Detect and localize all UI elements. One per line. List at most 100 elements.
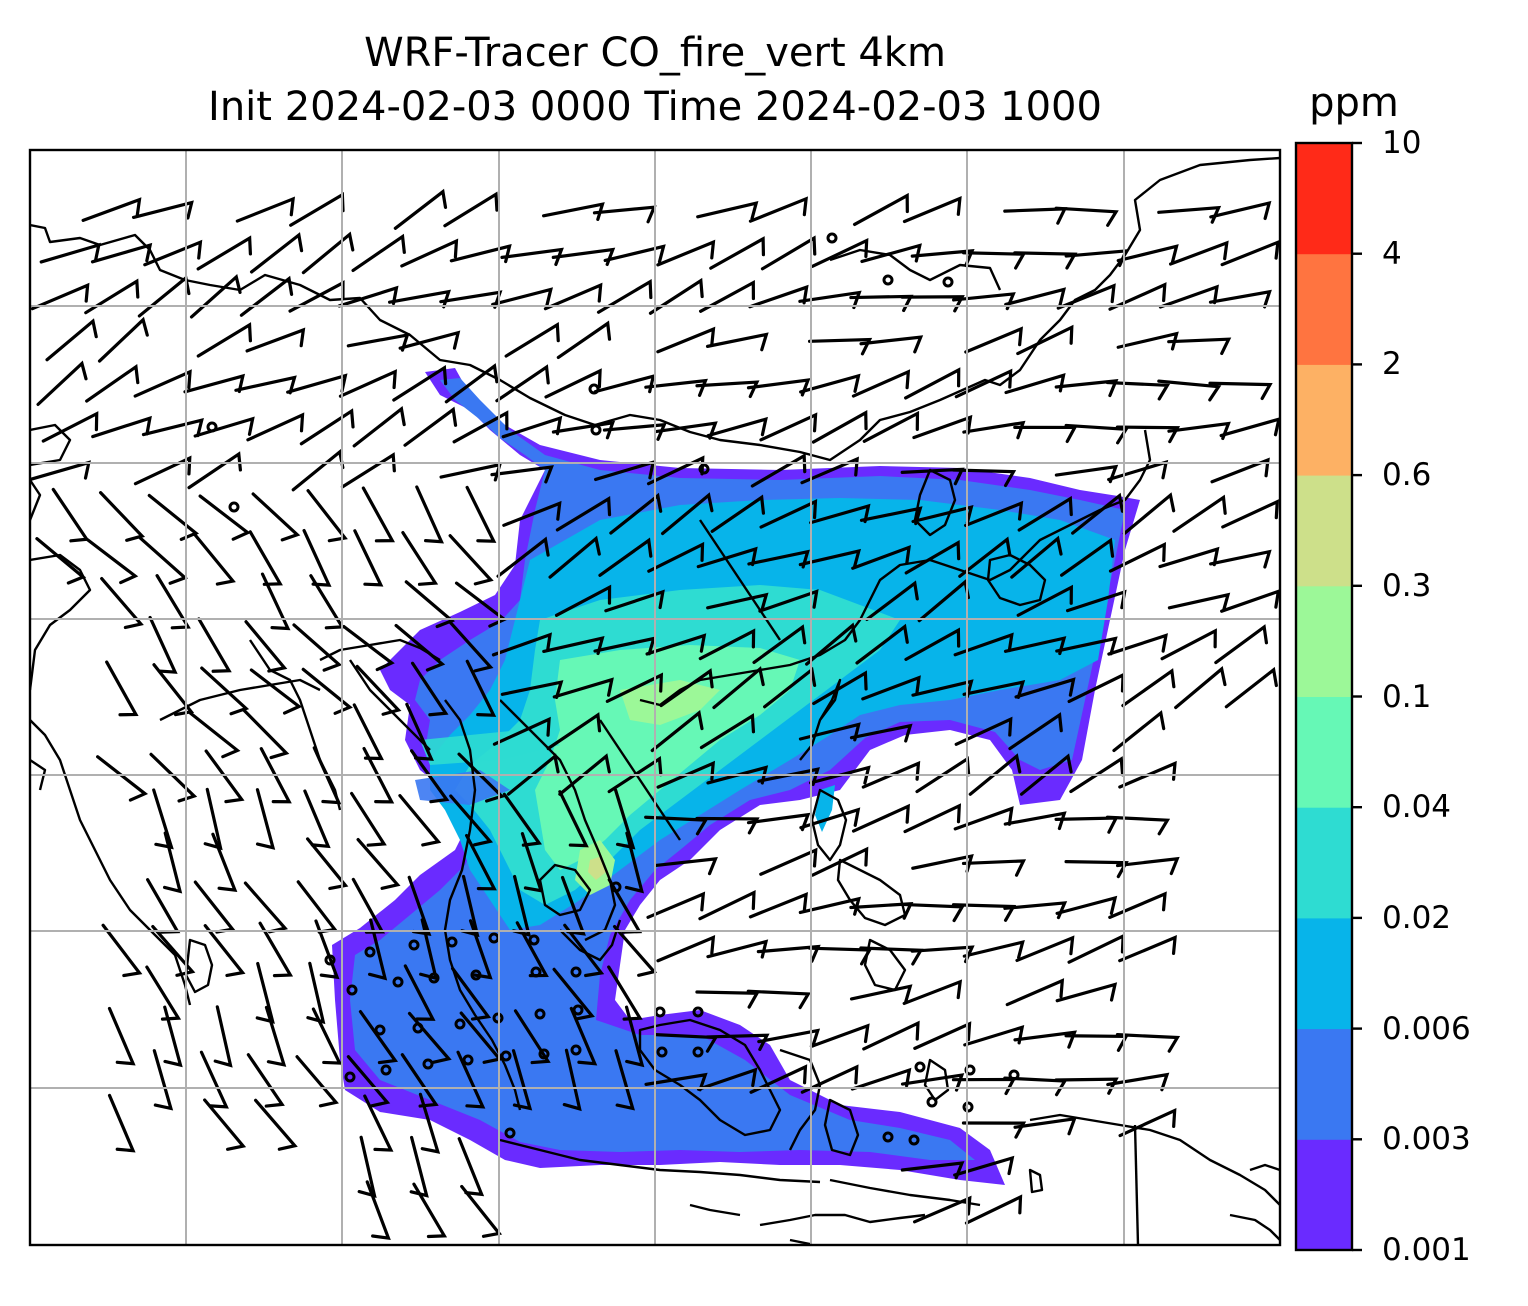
wind-barb xyxy=(163,1005,183,1068)
wind-barb xyxy=(904,367,961,400)
wind-barb xyxy=(760,235,817,271)
wind-barb xyxy=(902,979,963,1006)
wind-barb xyxy=(603,244,666,264)
wind-barb xyxy=(1054,378,1119,398)
wind-barb xyxy=(403,406,458,447)
wind-barb xyxy=(604,589,665,613)
wind-barb xyxy=(1121,668,1176,708)
wind-barb xyxy=(811,410,868,444)
map-frame xyxy=(28,148,1282,1247)
wind-barb xyxy=(152,788,174,850)
wind-barb xyxy=(258,921,294,978)
wind-barb xyxy=(805,622,858,666)
wind-barb xyxy=(90,242,153,264)
wind-barb xyxy=(502,792,542,847)
wind-barb xyxy=(904,627,961,661)
wind-barb xyxy=(203,924,246,978)
wind-barb xyxy=(656,760,716,789)
colorbar-tick-label: 10 xyxy=(1382,125,1422,161)
wind-barb xyxy=(859,506,923,526)
wind-barb xyxy=(244,620,288,673)
wind-barb xyxy=(1108,282,1167,311)
colorbar-band xyxy=(1296,1028,1352,1140)
wind-barb xyxy=(698,890,756,921)
wind-barb xyxy=(85,538,139,585)
wind-barb xyxy=(410,661,449,717)
wind-barb xyxy=(913,1021,972,1050)
wind-barb xyxy=(1003,636,1067,656)
wind-barb xyxy=(248,530,283,586)
wind-barb xyxy=(800,456,859,485)
colorbar-band xyxy=(1296,585,1352,697)
wind-barb xyxy=(798,290,862,310)
colorbar-band xyxy=(1296,143,1352,255)
wind-barb xyxy=(133,455,192,486)
wind-barb xyxy=(953,1155,1015,1177)
wind-barb xyxy=(1069,756,1125,794)
wind-barb xyxy=(624,831,645,894)
wind-barb xyxy=(706,592,769,612)
wind-barb xyxy=(543,282,603,311)
wind-barb xyxy=(418,1092,441,1154)
colorbar-tick-label: 0.1 xyxy=(1382,678,1432,715)
wind-barb xyxy=(656,326,716,354)
wind-barb xyxy=(301,231,355,275)
wind-barb xyxy=(356,837,401,890)
wind-barb xyxy=(809,503,871,525)
wind-barb xyxy=(513,1009,551,1065)
wind-barb xyxy=(902,195,962,224)
wind-barb xyxy=(696,1067,758,1091)
wind-barb xyxy=(542,636,605,656)
wind-barb xyxy=(465,485,497,543)
wind-barb xyxy=(1172,494,1227,533)
colorbar-band xyxy=(1296,475,1352,587)
wind-barb xyxy=(552,677,614,699)
wind-barb xyxy=(746,989,811,1010)
wind-barb xyxy=(602,422,667,441)
colorbar-band xyxy=(1296,253,1352,365)
wind-barb xyxy=(1116,244,1179,264)
wind-barb xyxy=(1004,287,1067,307)
wind-barb xyxy=(196,322,253,358)
wind-barb xyxy=(355,664,402,716)
colorbar-tick-label: 0.003 xyxy=(1382,1121,1471,1158)
wind-barb xyxy=(852,192,909,227)
wind-barb xyxy=(862,410,920,443)
wind-barb xyxy=(1160,628,1217,661)
wind-barb xyxy=(1060,537,1115,577)
wind-barb xyxy=(1016,584,1073,617)
wind-barb xyxy=(1118,760,1177,789)
wind-barb xyxy=(1019,753,1073,796)
wind-barb xyxy=(851,544,911,570)
wind-barb xyxy=(398,794,442,847)
wind-barb xyxy=(148,615,178,674)
colorbar-tick-label: 0.04 xyxy=(1382,789,1452,826)
wind-barb xyxy=(100,576,144,630)
wind-barb xyxy=(609,492,663,535)
colorbar-unit-label: ppm xyxy=(1309,80,1399,126)
wind-barb xyxy=(81,197,142,222)
wind-barb xyxy=(246,412,305,442)
wind-barb xyxy=(1208,289,1272,309)
wind-barb xyxy=(394,623,446,672)
wind-barb xyxy=(644,378,708,397)
wind-barb xyxy=(596,278,653,314)
wind-barb xyxy=(808,765,871,785)
wind-barb xyxy=(962,420,1026,440)
wind-barb xyxy=(800,1064,859,1094)
wind-barb xyxy=(544,368,602,399)
wind-barb xyxy=(542,202,605,221)
wind-barb xyxy=(1112,710,1166,753)
wind-barb xyxy=(107,1006,136,1066)
wind-barb xyxy=(490,465,554,484)
wind-barb xyxy=(968,753,1022,796)
wind-barb xyxy=(798,548,862,568)
wind-barb xyxy=(39,242,101,264)
tracer-band-0.04 xyxy=(535,645,800,870)
wind-barb xyxy=(706,765,769,785)
wind-barb xyxy=(131,200,194,220)
wind-barb xyxy=(198,494,251,541)
wind-barb xyxy=(492,716,551,746)
wind-barb xyxy=(203,1098,247,1151)
